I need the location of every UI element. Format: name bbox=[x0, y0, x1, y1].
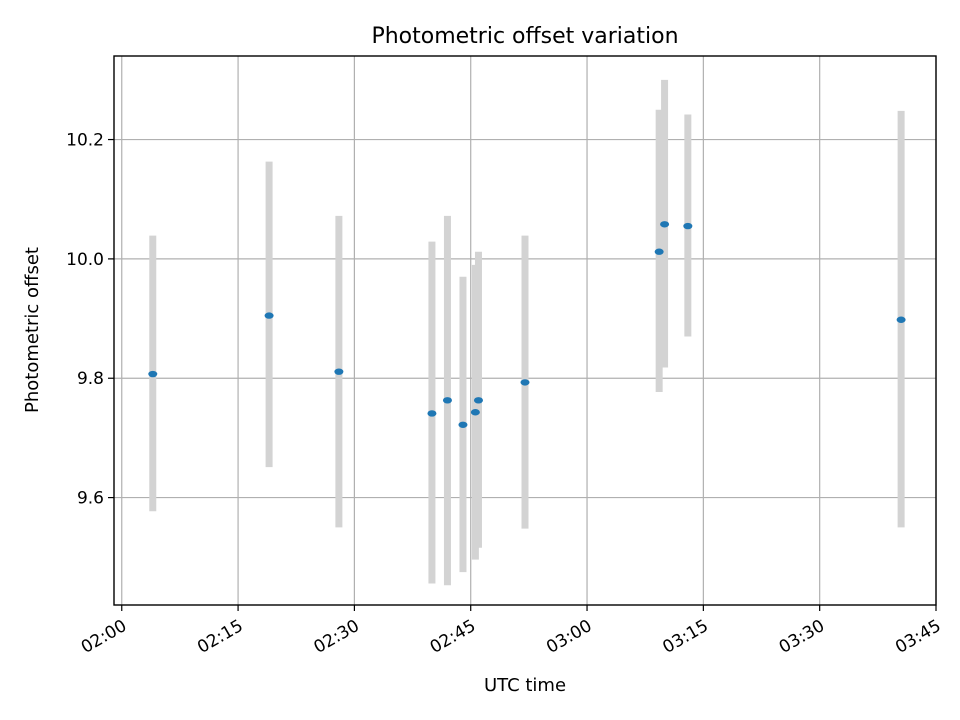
data-point bbox=[654, 248, 664, 255]
data-point bbox=[264, 312, 274, 319]
data-point bbox=[442, 397, 452, 404]
data-point bbox=[334, 368, 344, 375]
y-tick-label: 10.0 bbox=[66, 250, 104, 270]
y-axis-label: Photometric offset bbox=[22, 247, 43, 413]
x-axis-label: UTC time bbox=[484, 675, 566, 696]
x-axis-ticks: 02:00 02:15 02:30 02:45 03:00 03:15 03:30 03:45 bbox=[78, 605, 945, 658]
data-point bbox=[896, 316, 906, 323]
data-point bbox=[148, 370, 158, 378]
data-point bbox=[520, 379, 530, 386]
data-point bbox=[660, 221, 670, 228]
data-point bbox=[683, 222, 693, 230]
x-tick-label: 02:00 bbox=[78, 616, 130, 658]
x-tick-label: 03:45 bbox=[892, 616, 944, 658]
y-tick-label: 9.8 bbox=[77, 369, 104, 389]
x-tick-label: 02:30 bbox=[310, 616, 362, 658]
data-point bbox=[473, 397, 483, 404]
x-tick-label: 02:15 bbox=[194, 616, 246, 658]
x-tick-label: 03:30 bbox=[776, 616, 828, 658]
x-tick-label: 03:00 bbox=[543, 616, 595, 658]
data-point bbox=[427, 410, 437, 417]
x-tick-label: 03:15 bbox=[659, 616, 711, 658]
x-tick-label: 02:45 bbox=[427, 616, 479, 658]
error-bars bbox=[149, 79, 905, 586]
chart-title: Photometric offset variation bbox=[371, 24, 678, 49]
y-tick-label: 10.2 bbox=[66, 131, 104, 151]
y-tick-label: 9.6 bbox=[77, 489, 104, 509]
plot-frame bbox=[113, 55, 937, 606]
y-axis-ticks: 9.6 9.8 10.0 10.2 bbox=[66, 131, 114, 509]
data-point bbox=[470, 409, 480, 416]
data-point bbox=[458, 421, 468, 428]
data-points bbox=[148, 221, 906, 428]
